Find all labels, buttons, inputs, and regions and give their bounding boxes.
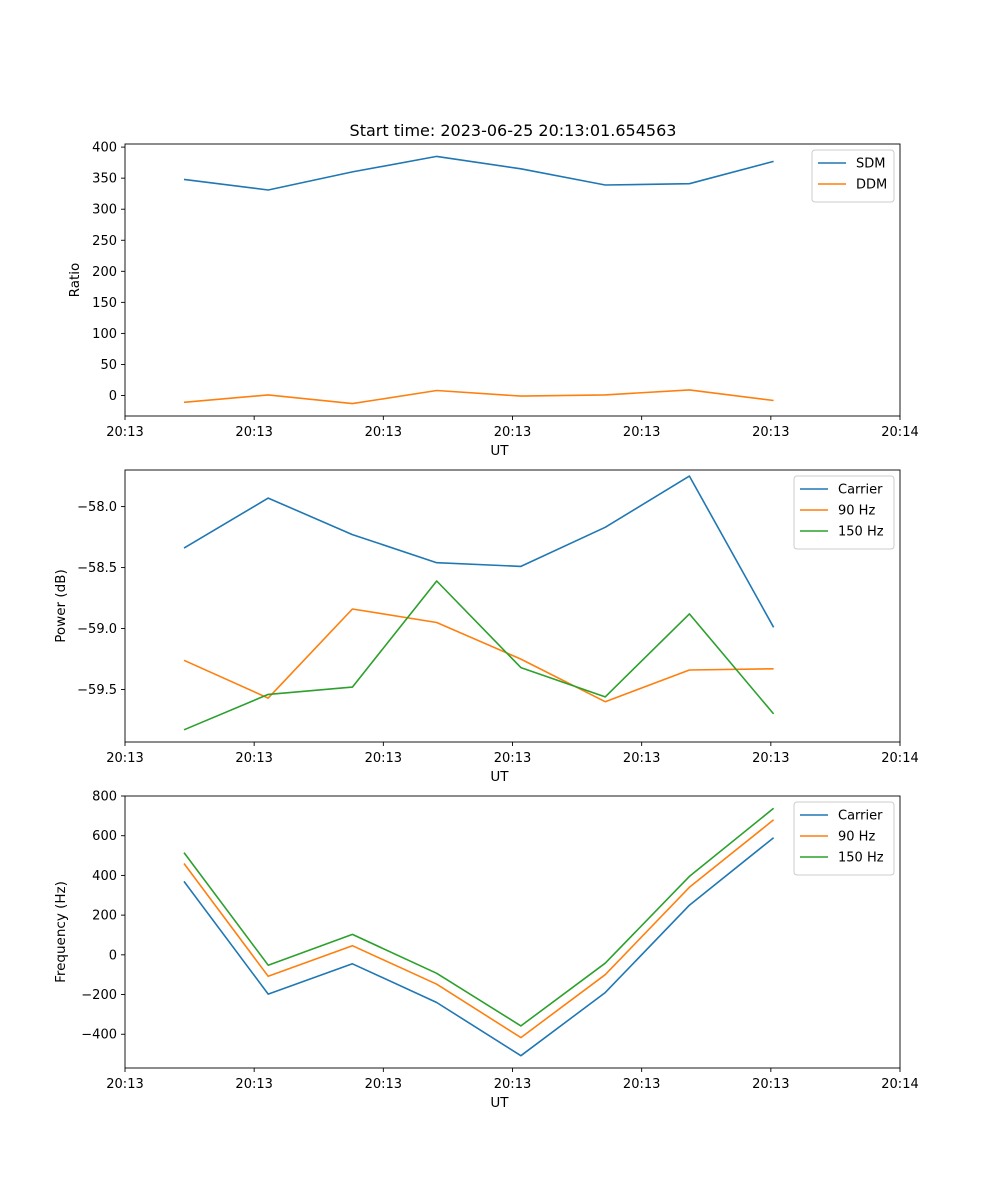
x-tick-label: 20:13 xyxy=(623,1077,660,1092)
y-tick-label: 100 xyxy=(92,327,117,342)
x-tick-label: 20:13 xyxy=(106,425,143,440)
y-tick-label: −400 xyxy=(81,1028,117,1043)
figure-title: Start time: 2023-06-25 20:13:01.654563 xyxy=(350,121,677,140)
x-tick-label: 20:13 xyxy=(623,751,660,766)
y-tick-label: 200 xyxy=(92,909,117,924)
series-line-sdm xyxy=(183,155,774,191)
y-tick-label: 300 xyxy=(92,203,117,218)
x-tick-label: 20:13 xyxy=(106,751,143,766)
x-tick-label: 20:13 xyxy=(365,1077,402,1092)
legend-label: Carrier xyxy=(838,809,883,824)
x-tick-label: 20:13 xyxy=(494,1077,531,1092)
y-tick-label: 0 xyxy=(109,948,117,963)
x-axis-label: UT xyxy=(490,769,509,785)
x-tick-label: 20:13 xyxy=(235,1077,272,1092)
y-tick-label: 250 xyxy=(92,234,117,249)
x-tick-label: 20:13 xyxy=(752,1077,789,1092)
y-tick-label: 50 xyxy=(100,358,117,373)
x-axis-label: UT xyxy=(490,1095,509,1111)
panels: 20:13 20:13 20:13 20:13 20:13 20:13 20:14 0 50 10… xyxy=(53,141,919,1111)
legend-label: 150 Hz xyxy=(838,525,884,540)
series-line-150-hz xyxy=(183,580,775,731)
legend: Carrier 90 Hz 150 Hz xyxy=(793,475,895,550)
legend-label: 150 Hz xyxy=(838,851,884,866)
y-tick-label: 400 xyxy=(92,869,117,884)
x-tick-label: 20:13 xyxy=(106,1077,143,1092)
legend: Carrier 90 Hz 150 Hz xyxy=(793,801,895,876)
x-tick-label: 20:13 xyxy=(494,425,531,440)
legend-label: SDM xyxy=(856,157,885,172)
y-tick-label: −59.5 xyxy=(77,683,117,698)
x-tick-label: 20:13 xyxy=(235,751,272,766)
series-line-90-hz xyxy=(183,819,775,1039)
x-tick-label: 20:14 xyxy=(881,425,918,440)
legend: SDM DDM xyxy=(811,149,895,203)
x-tick-label: 20:13 xyxy=(235,425,272,440)
x-tick-label: 20:13 xyxy=(752,751,789,766)
y-axis-label: Frequency (Hz) xyxy=(53,881,69,983)
y-tick-label: −58.5 xyxy=(77,561,117,576)
y-tick-label: 800 xyxy=(92,790,117,805)
y-tick-label: 0 xyxy=(109,389,117,404)
series-line-ddm xyxy=(183,389,774,405)
series-line-carrier xyxy=(183,475,775,628)
legend-label: 90 Hz xyxy=(838,504,875,519)
chart-panel-1: 20:13 20:13 20:13 20:13 20:13 20:13 20:14 0 50 10… xyxy=(67,141,919,459)
y-tick-label: 150 xyxy=(92,296,117,311)
y-tick-label: 350 xyxy=(92,172,117,187)
legend-label: Carrier xyxy=(838,483,883,498)
x-tick-label: 20:14 xyxy=(881,1077,918,1092)
x-tick-label: 20:13 xyxy=(752,425,789,440)
legend-label: 90 Hz xyxy=(838,830,875,845)
legend-label: DDM xyxy=(856,178,887,193)
y-tick-label: −200 xyxy=(81,988,117,1003)
x-tick-label: 20:13 xyxy=(365,425,402,440)
x-tick-label: 20:13 xyxy=(494,751,531,766)
chart-panel-3: 20:13 20:13 20:13 20:13 20:13 20:13 20:14 −400 −… xyxy=(53,790,919,1112)
chart-panel-2: 20:13 20:13 20:13 20:13 20:13 20:13 20:14 −59.5… xyxy=(53,469,919,785)
y-tick-label: 200 xyxy=(92,265,117,280)
y-tick-label: −59.0 xyxy=(77,622,117,637)
y-tick-label: −58.0 xyxy=(77,500,117,515)
y-axis-label: Power (dB) xyxy=(53,569,69,642)
series-line-90-hz xyxy=(183,608,774,703)
x-axis-label: UT xyxy=(490,443,509,459)
y-axis-label: Ratio xyxy=(67,263,83,298)
y-tick-label: 400 xyxy=(92,141,117,156)
y-tick-label: 600 xyxy=(92,829,117,844)
x-tick-label: 20:13 xyxy=(623,425,660,440)
series-line-carrier xyxy=(183,837,775,1057)
series-line-150-hz xyxy=(183,807,775,1027)
x-tick-label: 20:14 xyxy=(881,751,918,766)
x-tick-label: 20:13 xyxy=(365,751,402,766)
